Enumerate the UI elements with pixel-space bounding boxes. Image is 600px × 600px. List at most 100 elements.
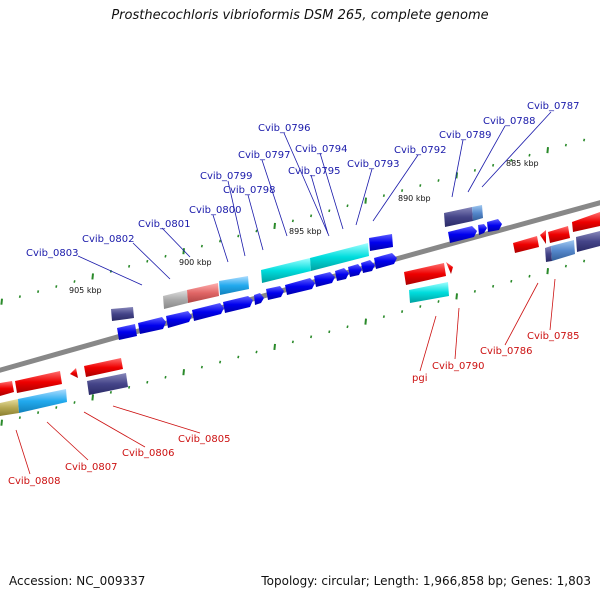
label-pgi[interactable]: pgi [412,373,427,384]
tick-mark [255,229,258,233]
gene-cvib-0806b[interactable] [15,371,62,393]
gene-arrow[interactable] [223,296,253,313]
gene-cvib-0806[interactable] [0,381,14,396]
tick-mark [328,209,331,213]
outer-ticks-bottom [0,259,586,426]
label-cvib-0796[interactable]: Cvib_0796 [258,123,310,134]
tick-mark [237,234,240,238]
gene-small-red[interactable] [70,368,78,378]
gene-arrow[interactable] [335,268,349,281]
gene-arrow[interactable] [192,303,224,321]
label-cvib-0806[interactable]: Cvib_0806 [122,448,174,459]
label-cvib-0807[interactable]: Cvib_0807 [65,462,117,473]
tick-mark [37,290,40,293]
gene-arrow[interactable] [117,324,137,340]
tick-mark [219,360,222,364]
gene-cvib-0802[interactable] [163,290,188,309]
label-cvib-0787[interactable]: Cvib_0787 [527,101,579,112]
gene-arrow[interactable] [314,272,335,287]
label-cvib-0793[interactable]: Cvib_0793 [347,159,399,170]
label-cvib-0794[interactable]: Cvib_0794 [295,144,347,155]
gene-cvib-0787[interactable] [572,212,600,232]
tick-mark [473,289,476,293]
gene-small-red-2[interactable] [540,230,546,244]
tick-mark [200,244,203,248]
tick-mark [583,259,586,263]
tick-mark [310,335,313,339]
tick-mark [128,385,131,389]
tick-mark [164,254,167,258]
label-cvib-0797[interactable]: Cvib_0797 [238,150,290,161]
label-cvib-0805[interactable]: Cvib_0805 [178,434,230,445]
label-cvib-0789[interactable]: Cvib_0789 [439,130,491,141]
tick-mark [255,350,258,354]
gene-arrow[interactable] [348,264,362,277]
gene-cvib-0786-red[interactable] [513,236,539,253]
gene-pgi[interactable] [404,263,446,285]
label-cvib-0795[interactable]: Cvib_0795 [288,166,340,177]
gene-cvib-0792[interactable] [369,234,393,251]
gene-cvib-0785b[interactable] [576,231,600,252]
tick-mark [182,248,185,255]
gene-cvib-0788[interactable] [472,205,483,221]
tick-mark [437,179,440,182]
gene-cvib-0795[interactable] [310,243,369,271]
label-cvib-0790[interactable]: Cvib_0790 [432,361,484,372]
reverse-strand-genes [0,226,600,416]
gene-cvib-0803[interactable] [111,307,134,321]
gene-cvib-0789[interactable] [444,207,473,227]
tick-mark [200,365,203,369]
gene-cvib-0805-red[interactable] [84,358,123,377]
map-title: Prosthecochloris vibrioformis DSM 265, c… [111,8,489,23]
gene-arrow[interactable] [254,293,264,305]
label-cvib-0800[interactable]: Cvib_0800 [189,205,241,216]
tick-mark [382,194,385,198]
tick-mark [146,259,149,263]
gene-cvib-0800[interactable] [219,276,249,295]
gene-arrow[interactable] [361,260,375,273]
gene-cvib-0786[interactable] [545,246,552,262]
gene-arrow[interactable] [448,226,477,243]
gene-arrow[interactable] [285,278,315,295]
gene-arrow[interactable] [266,286,284,300]
leader-lines-top [77,111,552,286]
tick-mark [55,285,58,288]
gene-cvib-0807[interactable] [18,389,67,413]
gene-cvib-0796[interactable] [261,258,311,283]
gene-labels-bottom: Cvib_0808 Cvib_0807 Cvib_0806 Cvib_0805 … [8,331,579,487]
gene-cvib-0786-red-b[interactable] [548,226,570,243]
tick-mark [492,284,495,288]
gene-arrow[interactable] [478,224,487,235]
gene-cvib-0785[interactable] [551,240,575,261]
gene-labels-top: Cvib_0803 Cvib_0802 Cvib_0801 Cvib_0800 … [26,101,579,259]
tick-mark [73,280,76,283]
tick-mark [73,401,76,404]
label-cvib-0785[interactable]: Cvib_0785 [527,331,579,342]
label-cvib-0799[interactable]: Cvib_0799 [200,171,252,182]
tick-mark [382,315,385,319]
label-cvib-0798[interactable]: Cvib_0798 [223,185,275,196]
label-cvib-0808[interactable]: Cvib_0808 [8,476,60,487]
gene-cvib-0805[interactable] [87,373,128,395]
gene-arrow[interactable] [487,219,502,232]
tick-mark [437,300,440,303]
tick-mark [401,310,404,313]
label-cvib-0801[interactable]: Cvib_0801 [138,219,190,230]
label-cvib-0788[interactable]: Cvib_0788 [483,116,535,127]
gene-arrow[interactable] [166,311,192,328]
tick-mark [401,189,404,192]
label-cvib-0803[interactable]: Cvib_0803 [26,248,78,259]
outer-ticks-top [0,138,586,305]
gene-pgi-small[interactable] [446,262,453,274]
label-cvib-0792[interactable]: Cvib_0792 [394,145,446,156]
tick-mark [291,219,294,223]
label-cvib-0802[interactable]: Cvib_0802 [82,234,134,245]
gene-cvib-0801[interactable] [187,283,219,303]
gene-cvib-0808[interactable] [0,399,19,416]
gene-cvib-0790[interactable] [409,282,449,303]
accession-label: Accession: NC_009337 [9,574,146,588]
label-cvib-0786[interactable]: Cvib_0786 [480,346,532,357]
gene-arrow[interactable] [374,253,397,269]
gene-arrow[interactable] [138,317,166,334]
tick-mark [346,204,349,208]
